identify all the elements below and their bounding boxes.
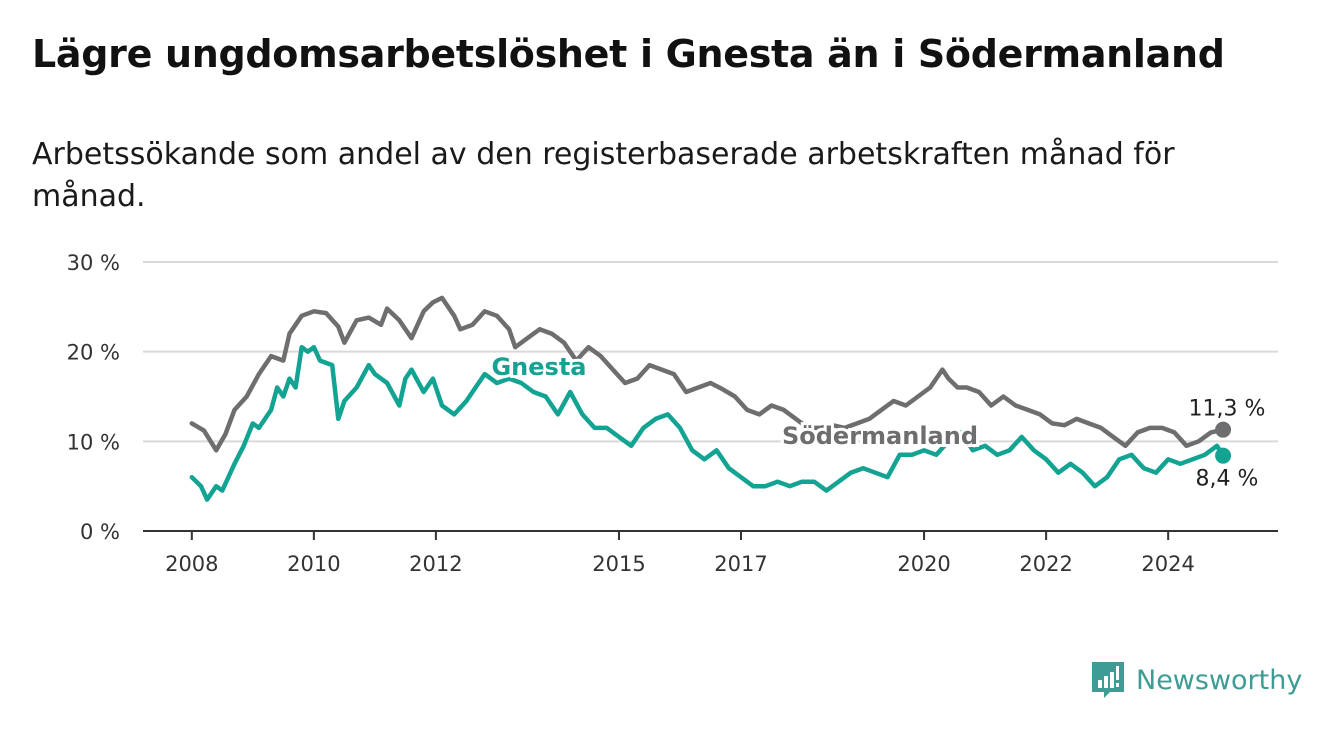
x-tick-label: 2020 bbox=[897, 552, 950, 576]
x-tick-label: 2012 bbox=[409, 552, 462, 576]
x-tick-label: 2008 bbox=[165, 552, 218, 576]
series-label-gnesta: Gnesta bbox=[491, 353, 586, 381]
line-chart: 0 % 10 % 20 % 30 % 2008 2010 2012 2015 2017 2020 2… bbox=[67, 251, 1278, 576]
series-line-gnesta bbox=[189, 344, 1226, 502]
y-tick-label: 30 % bbox=[67, 251, 120, 275]
x-tick-label: 2022 bbox=[1019, 552, 1072, 576]
x-tick-label: 2017 bbox=[714, 552, 767, 576]
brand-name: Newsworthy bbox=[1136, 664, 1303, 696]
end-label-gnesta: 8,4 % bbox=[1196, 467, 1259, 492]
chart-subtitle: Arbetssökande som andel av den registerb… bbox=[32, 137, 1175, 214]
series-label-sodermanland: Södermanland bbox=[782, 422, 978, 450]
x-tick-label: 2010 bbox=[287, 552, 340, 576]
newsworthy-logo-icon bbox=[1092, 662, 1124, 698]
chart-title: Lägre ungdomsarbetslöshet i Gnesta än i … bbox=[32, 32, 1225, 76]
y-tick-label: 10 % bbox=[67, 430, 120, 454]
brand-logo: Newsworthy bbox=[1090, 660, 1302, 700]
end-label-sodermanland: 11,3 % bbox=[1189, 397, 1266, 422]
series-line-sodermanland bbox=[189, 295, 1226, 453]
end-point-sodermanland bbox=[1215, 421, 1232, 438]
x-tick-label: 2015 bbox=[592, 552, 645, 576]
y-tick-label: 20 % bbox=[67, 341, 120, 365]
y-tick-label: 0 % bbox=[80, 520, 120, 544]
x-tick-label: 2024 bbox=[1141, 552, 1194, 576]
end-point-gnesta bbox=[1215, 447, 1232, 464]
